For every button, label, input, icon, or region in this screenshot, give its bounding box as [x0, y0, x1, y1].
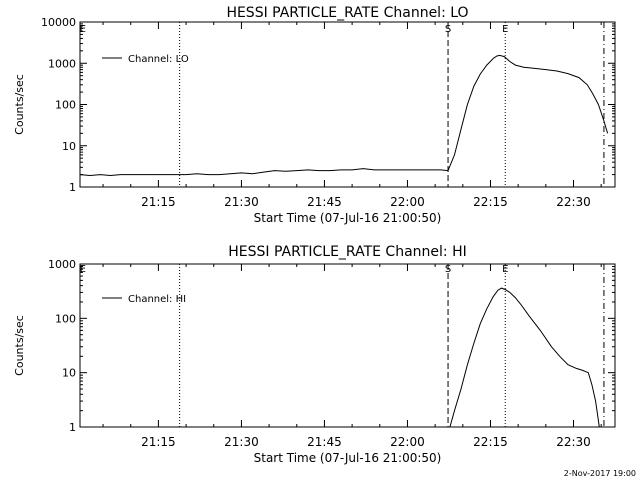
lo-x-tick-label: 22:15: [473, 195, 508, 209]
lo-legend-label: Channel: LO: [128, 54, 189, 65]
hi-x-tick-label: 22:30: [556, 435, 591, 449]
hi-marker-label: E: [80, 264, 86, 275]
hi-x-tick-label: 21:15: [141, 435, 176, 449]
hi-x-tick-label: 22:15: [473, 435, 508, 449]
panel-hi-chart: HESSI PARTICLE_RATE Channel: HI Counts/se…: [13, 244, 616, 465]
lo-marker-label: S: [445, 24, 451, 35]
lo-x-tick-label: 21:30: [224, 195, 259, 209]
lo-y-tick-label: 10000: [41, 16, 76, 29]
hi-y-tick-label: 1000: [48, 258, 76, 271]
hi-chart-title: HESSI PARTICLE_RATE Channel: HI: [228, 244, 466, 260]
lo-x-tick-label: 22:30: [556, 195, 591, 209]
hi-x-tick-label: 22:00: [390, 435, 425, 449]
lo-y-tick-label: 1: [69, 181, 76, 194]
hi-y-tick-label: 10: [62, 367, 76, 380]
hi-plot-frame: [79, 263, 616, 428]
lo-y-tick-label: 10: [62, 140, 76, 153]
lo-plot-frame: [79, 21, 616, 188]
lo-x-tick-label: 21:45: [307, 195, 342, 209]
hi-y-axis-label: Counts/sec: [13, 315, 26, 376]
hi-x-tick-label: 21:45: [307, 435, 342, 449]
hi-x-axis-label: Start Time (07-Jul-16 21:00:50): [254, 451, 442, 465]
lo-y-tick-label: 100: [55, 99, 76, 112]
hi-marker-label: E: [502, 264, 508, 275]
lo-y-axis-label: Counts/sec: [13, 74, 26, 135]
hi-legend-label: Channel: HI: [128, 294, 186, 305]
lo-marker-label: E: [502, 24, 508, 35]
hi-series-line: [449, 287, 600, 427]
panel-lo-chart: HESSI PARTICLE_RATE Channel: LO Counts/se…: [13, 5, 616, 225]
lo-x-tick-label: 21:15: [141, 195, 176, 209]
lo-marker-label: E: [80, 24, 86, 35]
lo-x-axis-label: Start Time (07-Jul-16 21:00:50): [254, 211, 442, 225]
lo-y-tick-label: 1000: [48, 57, 76, 70]
hi-y-tick-label: 100: [55, 312, 76, 325]
hi-x-tick-label: 21:30: [224, 435, 259, 449]
hi-y-tick-label: 1: [69, 421, 76, 434]
footer-timestamp: 2-Nov-2017 19:00: [564, 469, 636, 478]
hi-marker-label: S: [445, 264, 451, 275]
lo-chart-title: HESSI PARTICLE_RATE Channel: LO: [226, 5, 468, 21]
lo-x-tick-label: 22:00: [390, 195, 425, 209]
lo-series-line: [80, 54, 609, 177]
